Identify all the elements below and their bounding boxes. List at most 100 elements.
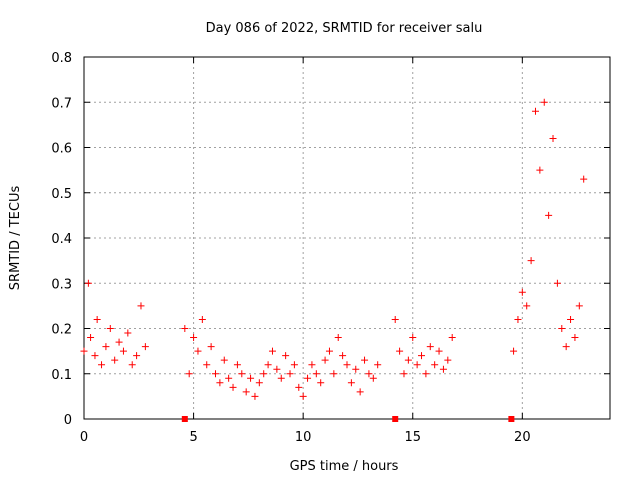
data-point (128, 361, 136, 369)
y-tick-label: 0.4 (51, 232, 72, 247)
y-tick-label: 0.5 (51, 187, 72, 202)
data-point (295, 383, 303, 391)
y-tick-label: 0.7 (51, 96, 72, 111)
data-point (115, 338, 123, 346)
data-point (549, 134, 557, 142)
data-point (347, 379, 355, 387)
x-tick-label: 5 (189, 430, 197, 445)
data-point (290, 361, 298, 369)
data-point (527, 257, 535, 265)
data-point (571, 334, 579, 342)
data-point (277, 374, 285, 382)
data-point (91, 352, 99, 360)
data-points (80, 98, 588, 422)
data-point (575, 302, 583, 310)
data-point (523, 302, 531, 310)
data-point (518, 288, 526, 296)
data-point (562, 343, 570, 351)
x-axis-label: GPS time / hours (290, 459, 399, 474)
data-point (356, 388, 364, 396)
data-point (87, 334, 95, 342)
data-point (93, 315, 101, 323)
data-point (304, 374, 312, 382)
data-point (185, 370, 193, 378)
data-point (391, 315, 399, 323)
data-point (181, 325, 189, 332)
data-point (238, 370, 246, 378)
data-point (580, 175, 588, 183)
data-point (220, 356, 228, 364)
tick-labels: 0 0.1 0.2 0.3 0.4 0.5 0.6 0.7 0.8 0 5 10 15 20 (51, 51, 610, 445)
data-point (268, 347, 276, 355)
data-point (514, 315, 522, 323)
data-point (553, 279, 561, 287)
data-point (106, 325, 114, 332)
data-point (567, 315, 575, 323)
data-point (426, 343, 434, 351)
data-point (229, 383, 237, 391)
data-point (321, 356, 329, 364)
data-point (418, 352, 426, 360)
data-point (84, 279, 92, 287)
data-point (369, 374, 377, 382)
data-point (225, 374, 233, 382)
data-point (431, 361, 439, 369)
data-point (141, 343, 149, 351)
data-point (212, 370, 219, 378)
plot-frame (83, 56, 611, 420)
chart-title: Day 086 of 2022, SRMTID for receiver sal… (206, 21, 483, 36)
data-point (251, 392, 259, 400)
x-tick-label: 0 (80, 430, 88, 445)
data-point (255, 379, 263, 387)
data-point (317, 379, 325, 387)
x-tick-label: 20 (514, 430, 531, 445)
data-point (111, 356, 119, 364)
data-point (361, 356, 369, 364)
data-point (334, 334, 342, 342)
data-point (194, 347, 202, 355)
data-point (216, 379, 224, 387)
data-point (80, 347, 88, 355)
data-point (448, 334, 456, 342)
data-point (444, 356, 452, 364)
data-point (558, 325, 566, 332)
data-point (339, 352, 347, 360)
data-point (374, 361, 382, 369)
x-tick-label: 10 (295, 430, 312, 445)
y-tick-label: 0.2 (51, 323, 72, 338)
y-tick-label: 0.6 (51, 142, 72, 157)
data-point (119, 347, 127, 355)
data-point (207, 343, 215, 351)
data-point (133, 352, 141, 360)
data-point (203, 361, 211, 369)
data-point (190, 334, 198, 342)
data-point (299, 392, 307, 400)
data-point (242, 388, 250, 396)
y-axis-label: SRMTID / TECUs (8, 186, 23, 291)
data-point (325, 347, 333, 355)
data-point (422, 370, 430, 378)
data-point (400, 370, 408, 378)
data-point (233, 361, 241, 369)
data-point (510, 347, 518, 355)
data-point (264, 361, 272, 369)
y-tick-label: 0.1 (51, 368, 72, 383)
gap-marker (392, 416, 399, 422)
data-point (439, 365, 447, 373)
data-point (435, 347, 443, 355)
y-tick-label: 0.8 (51, 51, 72, 66)
data-point (413, 361, 421, 369)
data-point (352, 365, 360, 373)
data-point (536, 166, 544, 174)
x-tick-label: 15 (404, 430, 421, 445)
grid (84, 57, 610, 419)
data-point (282, 352, 290, 360)
data-point (540, 98, 548, 106)
data-point (286, 370, 294, 378)
data-point (102, 343, 110, 351)
data-point (124, 329, 132, 337)
data-point (545, 211, 553, 219)
data-point (98, 361, 106, 369)
data-point (273, 365, 281, 373)
data-point (365, 370, 373, 378)
